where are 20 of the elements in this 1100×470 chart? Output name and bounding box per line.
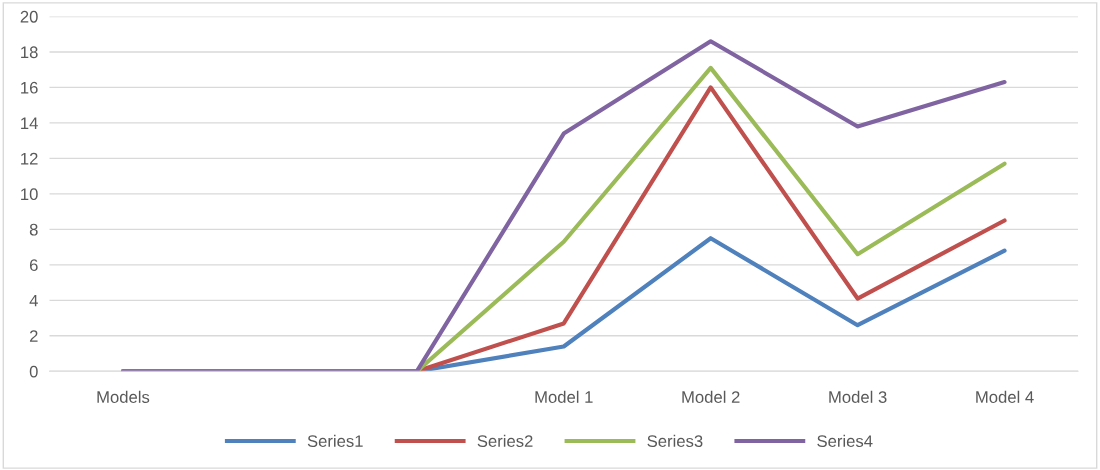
y-tick-label: 0 — [29, 365, 38, 378]
y-tick-label: 20 — [20, 10, 38, 23]
y-tick-label: 2 — [29, 330, 38, 342]
x-tick-label: Model 2 — [682, 390, 740, 403]
y-tick-label: 6 — [29, 259, 38, 272]
legend-label: Series3 — [647, 434, 703, 448]
x-tick-label: Models — [97, 390, 150, 403]
legend-label: Series4 — [817, 434, 873, 448]
x-tick-label: Model 1 — [535, 390, 593, 403]
legend-label: Series2 — [477, 434, 533, 448]
y-tick-label: 14 — [21, 117, 38, 129]
y-tick-label: 12 — [21, 152, 38, 165]
y-tick-label: 10 — [21, 188, 38, 201]
y-tick-label: 18 — [21, 46, 38, 59]
y-tick-label: 16 — [21, 81, 38, 94]
x-tick-label: Model 3 — [829, 390, 887, 403]
legend-label: Series1 — [307, 434, 363, 448]
x-tick-label: Model 4 — [976, 390, 1034, 403]
y-tick-label: 8 — [29, 223, 38, 236]
y-tick-label: 4 — [29, 294, 38, 307]
